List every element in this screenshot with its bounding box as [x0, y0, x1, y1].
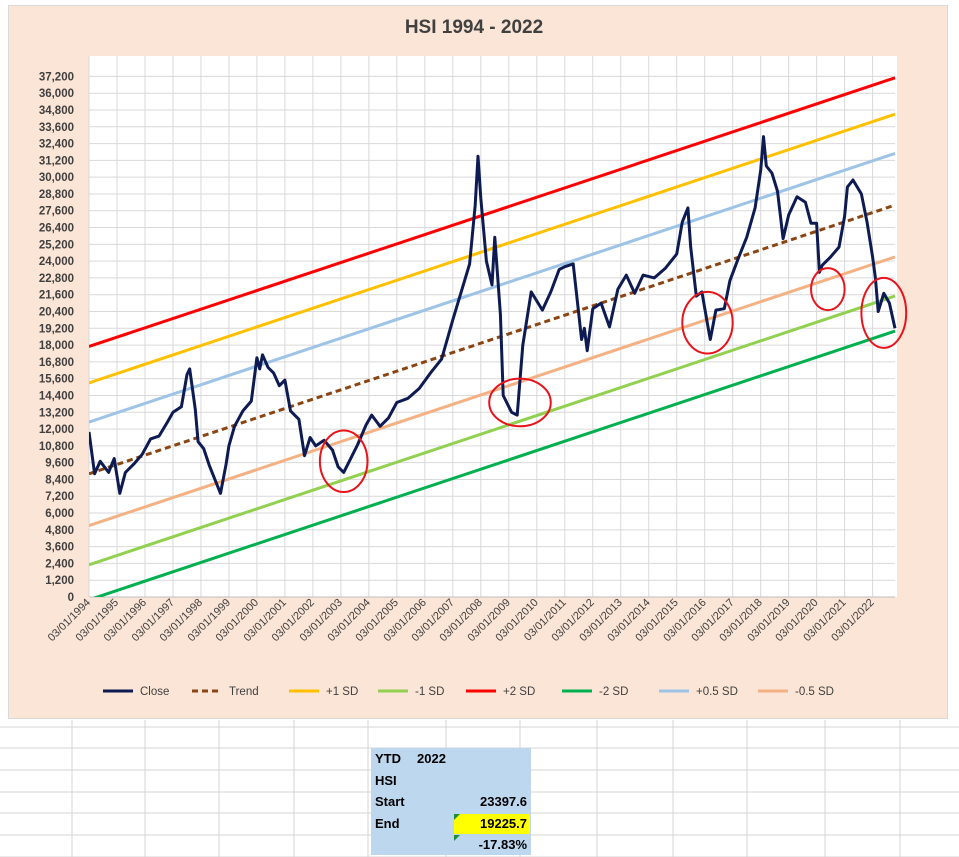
y-tick-label: 3,600 — [45, 542, 74, 554]
y-tick-label: 21,600 — [39, 290, 74, 302]
y-tick-label: 7,200 — [45, 491, 74, 503]
y-tick-label: 33,600 — [39, 122, 74, 134]
ytd-title-row: YTD 2022 — [371, 748, 531, 770]
end-value-highlight[interactable] — [454, 814, 530, 834]
y-tick-label: 9,600 — [45, 458, 74, 470]
y-tick-label: 2,400 — [45, 558, 74, 570]
hsi-line-chart: HSI 1994 - 2022 0 1,200 2,400 3,600 4,800 6,00… — [39, 17, 908, 698]
legend-label: Close — [140, 686, 169, 698]
y-tick-label: 14,400 — [39, 390, 74, 402]
ytd-title-label: YTD — [375, 751, 401, 766]
chart-title: HSI 1994 - 2022 — [405, 17, 543, 38]
y-tick-label: 15,600 — [39, 374, 74, 386]
y-tick-label: 6,000 — [45, 508, 74, 520]
ytd-end-label: End — [375, 816, 400, 831]
ytd-change-row: -17.83% — [371, 834, 531, 856]
legend-label: Trend — [229, 686, 259, 698]
error-indicator-icon — [454, 835, 460, 841]
ytd-summary-table: YTD 2022 HSI Start 23397.6 End 19225.7 -… — [371, 748, 531, 855]
y-tick-label: 28,800 — [39, 189, 74, 201]
ytd-start-label: Start — [375, 794, 405, 809]
highlight-circle — [488, 377, 552, 428]
series-line--2-sd — [92, 329, 896, 597]
ytd-end-value: 19225.7 — [480, 816, 527, 831]
ytd-index-label: HSI — [375, 773, 397, 788]
series-line--0-5-sd — [89, 151, 896, 424]
y-tick-label: 30,000 — [39, 172, 74, 184]
y-tick-label: 32,400 — [39, 139, 74, 151]
y-tick-label: 18,000 — [39, 340, 74, 352]
series-line-trend — [89, 203, 896, 476]
highlight-circle — [681, 290, 734, 355]
legend-label: -2 SD — [599, 686, 628, 698]
y-tick-label: 26,400 — [39, 223, 74, 235]
y-tick-label: 22,800 — [39, 273, 74, 285]
y-tick-label: 16,800 — [39, 357, 74, 369]
ytd-start-value: 23397.6 — [480, 794, 527, 809]
legend-label: -0.5 SD — [795, 686, 834, 698]
y-tick-label: 10,800 — [39, 441, 74, 453]
y-tick-label: 8,400 — [45, 474, 74, 486]
series-line--1-sd — [89, 294, 896, 567]
y-tick-label: 20,400 — [39, 307, 74, 319]
error-indicator-icon — [454, 814, 460, 820]
y-tick-label: 37,200 — [39, 71, 74, 83]
y-tick-label: 25,200 — [39, 239, 74, 251]
legend-label: -1 SD — [415, 686, 444, 698]
ytd-change-value: -17.83% — [478, 837, 527, 852]
y-tick-label: 0 — [68, 592, 74, 604]
y-tick-label: 31,200 — [39, 155, 74, 167]
y-tick-label: 4,800 — [45, 525, 74, 537]
y-tick-label: 24,000 — [39, 256, 74, 268]
y-tick-label: 19,200 — [39, 323, 74, 335]
y-tick-label: 27,600 — [39, 206, 74, 218]
highlight-circle — [318, 429, 369, 494]
series-line--2-sd — [89, 76, 896, 348]
highlight-circle — [810, 267, 846, 312]
y-tick-label: 34,800 — [39, 105, 74, 117]
plot-area — [89, 56, 897, 597]
y-tick-label: 1,200 — [45, 575, 74, 587]
y-tick-label: 12,000 — [39, 424, 74, 436]
legend-label: +1 SD — [326, 686, 358, 698]
y-tick-label: 13,200 — [39, 407, 74, 419]
legend-label: +0.5 SD — [696, 686, 738, 698]
highlight-circle — [860, 276, 908, 349]
ytd-start-row: Start 23397.6 — [371, 791, 531, 813]
ytd-title-year: 2022 — [417, 751, 446, 766]
y-tick-label: 36,000 — [39, 88, 74, 100]
series-line-close — [89, 135, 897, 495]
ytd-end-row: End 19225.7 — [371, 813, 531, 835]
ytd-index-row: HSI — [371, 770, 531, 792]
legend-label: +2 SD — [503, 686, 535, 698]
